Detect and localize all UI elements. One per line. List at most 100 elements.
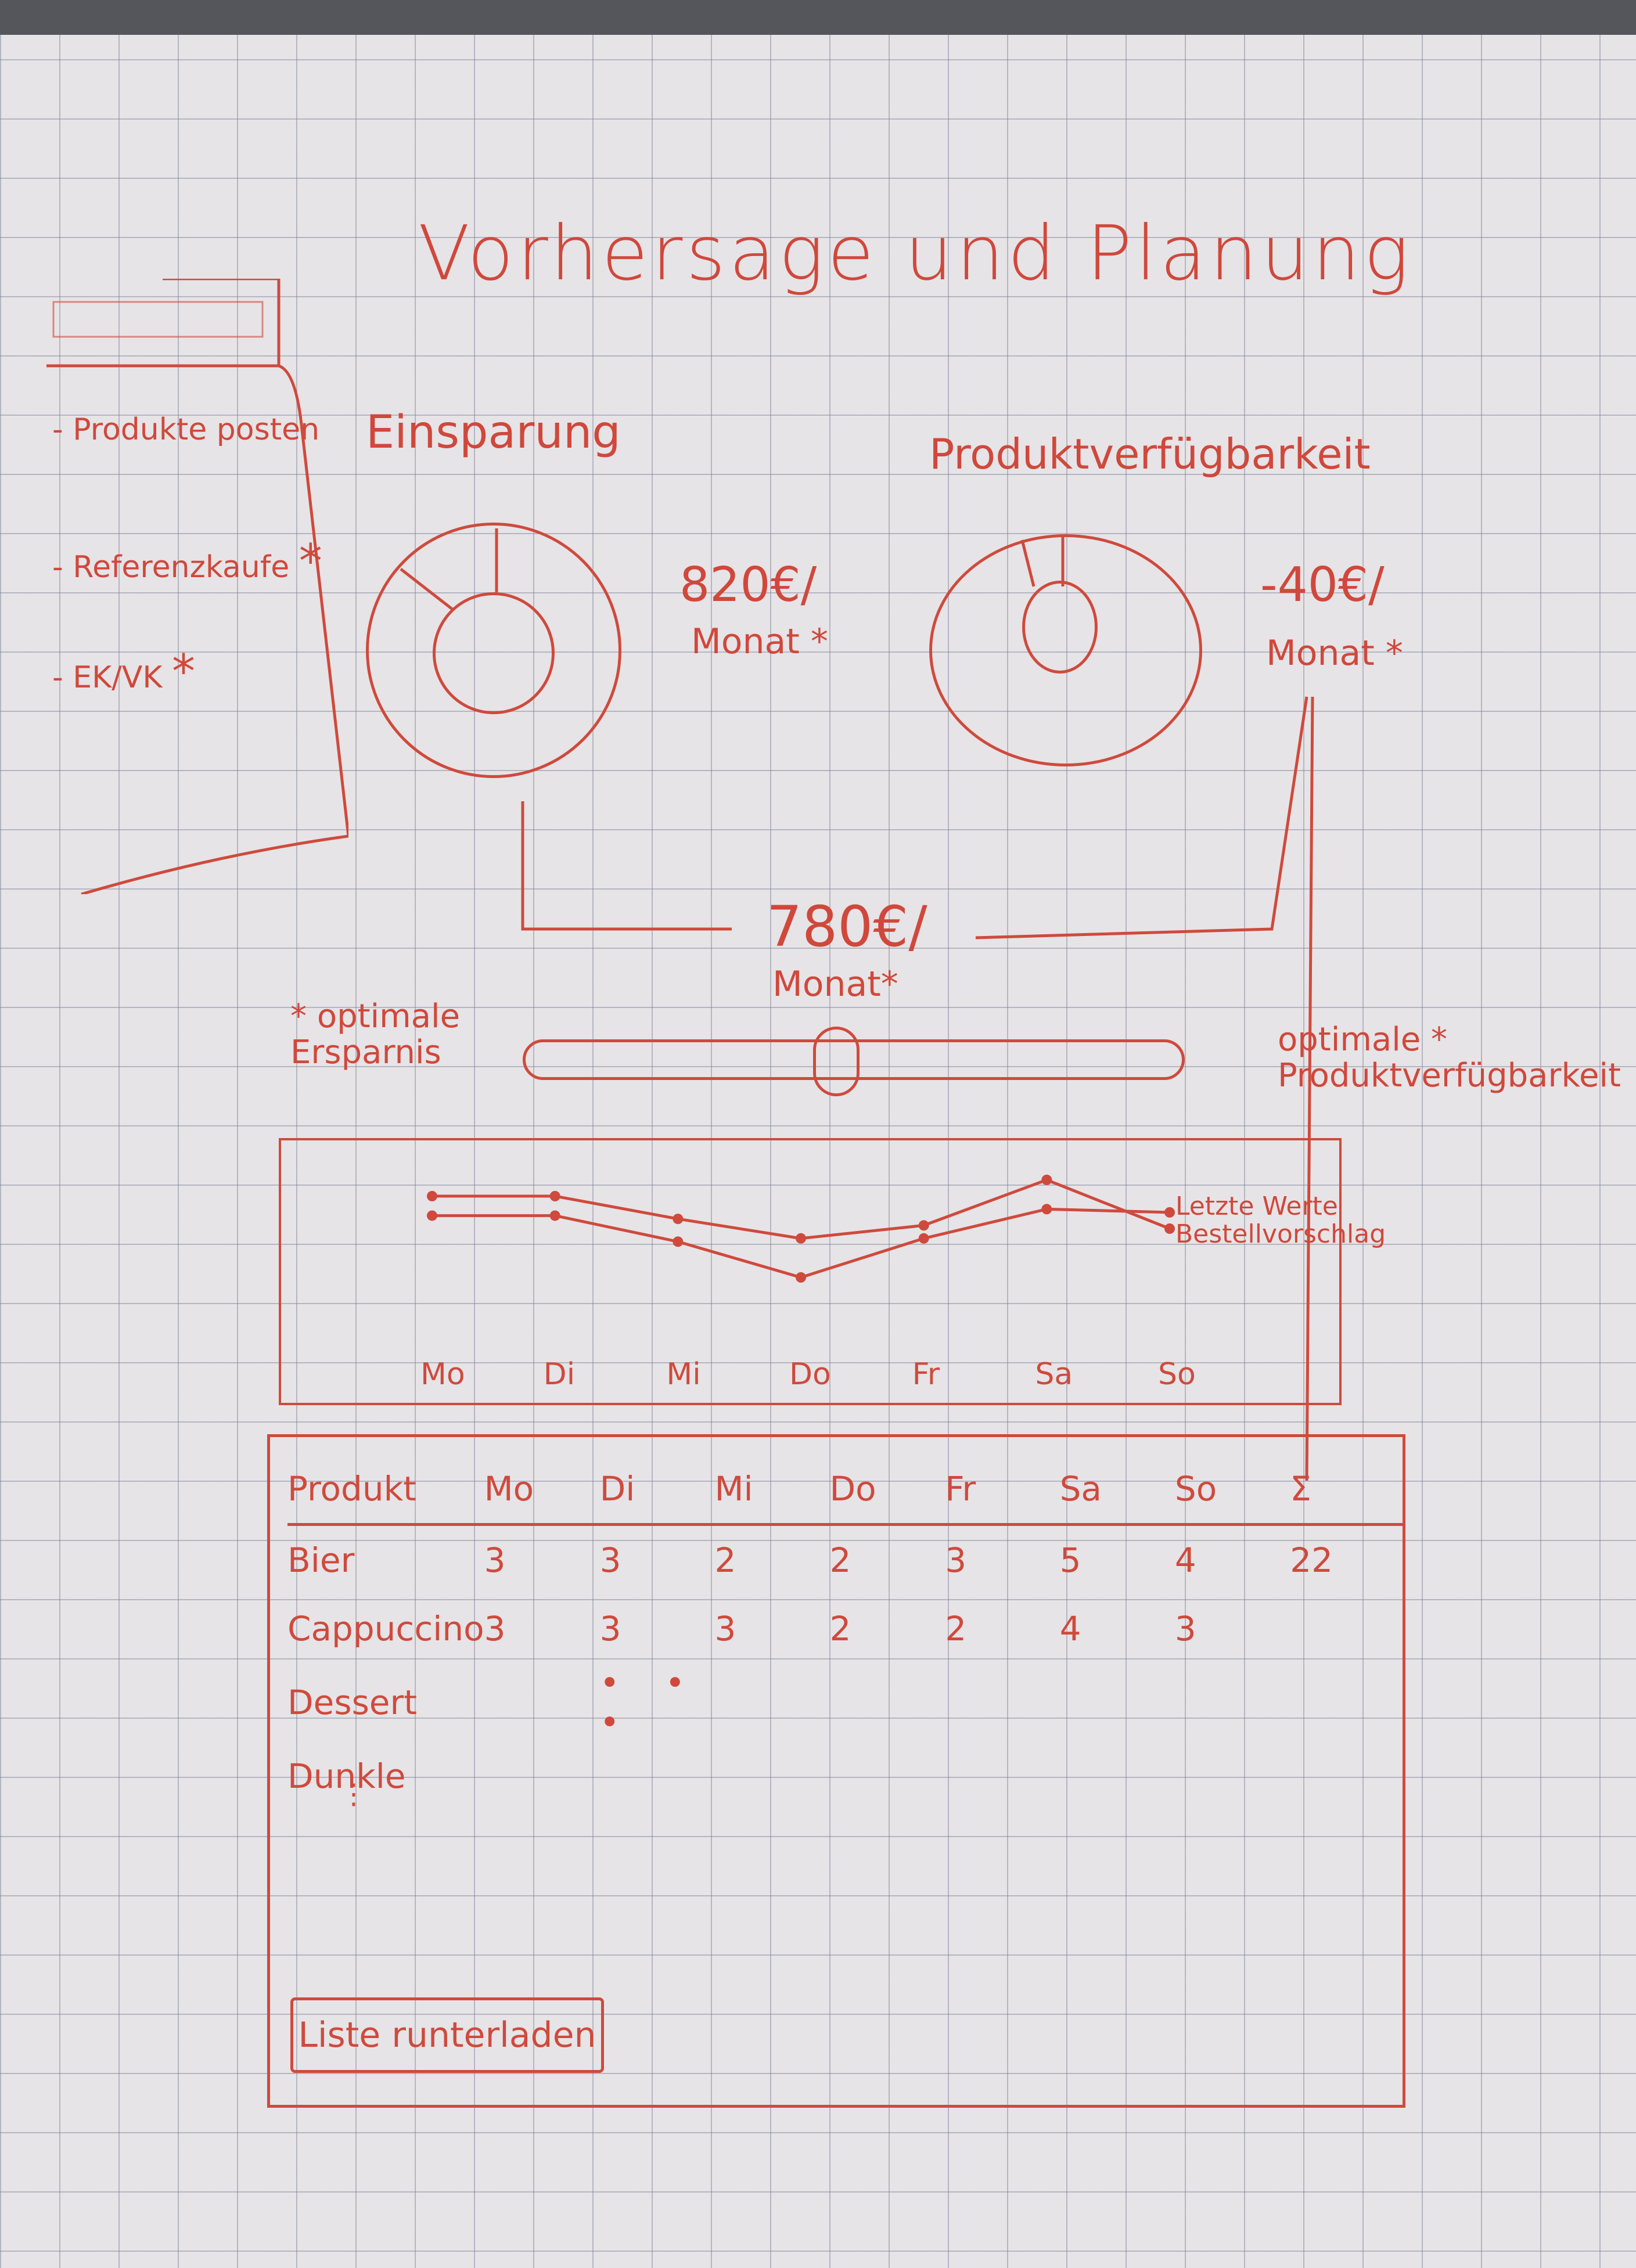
order-grid: Produkt Mo Di Mi Do Fr Sa So Σ Bier 3 3 … <box>287 1455 1403 1810</box>
asterisk-icon: * <box>171 645 195 699</box>
cell-value <box>1175 1742 1290 1810</box>
data-point <box>1041 1204 1052 1215</box>
header-so: So <box>1174 1455 1290 1526</box>
more-rows-indicator: ⋮ <box>340 1778 368 1810</box>
cell-value: 2 <box>829 1540 851 1580</box>
cell-value <box>484 1742 600 1810</box>
cell-value: 4 <box>1059 1609 1081 1648</box>
header-mi: Mi <box>714 1455 830 1526</box>
page-title: Vorhersage und Planung <box>418 209 1413 297</box>
top-edge-bar <box>0 0 1636 35</box>
cell-value <box>1060 1742 1175 1810</box>
cell-product: Bier <box>287 1540 355 1580</box>
x-tick-label: So <box>1158 1357 1196 1392</box>
cell-value: 3 <box>484 1609 506 1648</box>
header-sum: Σ <box>1290 1455 1403 1526</box>
cell-product: Dessert <box>287 1683 418 1722</box>
availability-gauge-title: Produktverfügbarkeit <box>929 430 1371 478</box>
cell-sum <box>1290 1594 1403 1663</box>
chart-legend: Letzte Werte Bestellvorschlag <box>1175 1193 1386 1248</box>
combined-unit: Monat* <box>772 964 898 1005</box>
x-tick-label: Mo <box>420 1357 465 1392</box>
legend-item-letzte-werte: Letzte Werte <box>1175 1191 1338 1221</box>
cell-value <box>715 1742 830 1810</box>
cell-value <box>715 1663 830 1742</box>
sidebar-item-referenzkaufe[interactable]: - Referenzkaufe * <box>52 534 322 588</box>
cell-value: 3 <box>484 1540 506 1580</box>
cell-value <box>1175 1663 1290 1742</box>
cell-sum <box>1290 1742 1403 1810</box>
cell-value: 2 <box>714 1540 736 1580</box>
header-fr: Fr <box>945 1455 1060 1526</box>
data-point <box>796 1272 806 1283</box>
data-point <box>427 1210 437 1221</box>
savings-unit: Monat * <box>691 621 828 662</box>
cell-sum: 22 <box>1290 1540 1333 1580</box>
table-row[interactable]: Bier 3 3 2 2 3 5 4 22 <box>287 1525 1403 1595</box>
data-point <box>1164 1207 1175 1218</box>
cell-product: Cappuccino <box>287 1609 484 1648</box>
sidebar: - Produkte posten - Referenzkaufe * - EK… <box>46 279 348 894</box>
cell-value <box>945 1663 1059 1742</box>
availability-value: -40€/ <box>1260 557 1385 613</box>
forecast-chart: Mo Di Mi Do Fr Sa So Letzte Werte Bestellvorsc… <box>279 1138 1386 1405</box>
cell-value: 5 <box>1059 1540 1081 1580</box>
cell-value: 2 <box>945 1609 967 1648</box>
asterisk-icon: * <box>299 534 322 588</box>
cell-value <box>600 1742 715 1810</box>
x-tick-label: Do <box>789 1357 831 1392</box>
data-point <box>549 1210 560 1221</box>
cell-value: 3 <box>945 1540 967 1580</box>
data-point <box>796 1233 806 1244</box>
savings-gauge-inner <box>433 592 555 714</box>
sidebar-item-ek-vk[interactable]: - EK/VK * <box>52 645 195 699</box>
sidebar-item-produkte[interactable]: - Produkte posten <box>52 412 320 447</box>
combined-value: 780€/ <box>767 894 927 959</box>
chart-plot: Mo Di Mi Do Fr Sa So <box>420 1175 1196 1392</box>
x-tick-label: Mi <box>666 1357 700 1392</box>
sidebar-outline <box>46 279 348 894</box>
data-point <box>1164 1223 1175 1234</box>
availability-unit: Monat * <box>1266 633 1403 674</box>
cell-product: Dunkle <box>287 1756 406 1796</box>
savings-value: 820€/ <box>679 557 817 613</box>
cell-value <box>484 1663 600 1742</box>
cell-value <box>945 1742 1059 1810</box>
table-row[interactable]: Dunkle <box>287 1742 1403 1810</box>
table-header-row: Produkt Mo Di Mi Do Fr Sa So Σ <box>287 1455 1403 1526</box>
data-point <box>918 1233 929 1244</box>
data-point <box>427 1191 437 1201</box>
slider-handle[interactable] <box>813 1027 860 1096</box>
cell-value <box>1060 1663 1175 1742</box>
data-point <box>673 1236 684 1247</box>
cell-sum <box>1290 1663 1403 1742</box>
table-row[interactable]: Dessert • • • <box>287 1663 1403 1742</box>
savings-gauge-title: Einsparung <box>366 406 621 459</box>
cell-value: 4 <box>1174 1540 1196 1580</box>
cell-value: 3 <box>599 1540 621 1580</box>
header-di: Di <box>599 1455 715 1526</box>
data-point <box>918 1220 929 1231</box>
cell-value: • • • <box>599 1663 703 1742</box>
x-tick-label: Fr <box>912 1357 940 1392</box>
data-point <box>673 1214 684 1225</box>
savings-gauge-needle <box>400 528 498 611</box>
availability-gauge <box>929 534 1202 766</box>
slider-left-label: * optimale Ersparnis <box>290 998 461 1071</box>
availability-gauge-inner <box>1022 581 1098 674</box>
cell-value <box>830 1742 945 1810</box>
cell-value <box>830 1663 945 1742</box>
legend-item-bestellvorschlag: Bestellvorschlag <box>1175 1219 1386 1249</box>
data-point <box>549 1191 560 1201</box>
slider-right-label: optimale * Produktverfügbarkeit <box>1278 1021 1621 1095</box>
cell-value: 3 <box>714 1609 736 1648</box>
download-list-button[interactable]: Liste runterladen <box>290 1997 604 2073</box>
order-table: Produkt Mo Di Mi Do Fr Sa So Σ Bier 3 3 … <box>267 1434 1405 2108</box>
data-point <box>1041 1175 1052 1185</box>
header-produkt: Produkt <box>287 1455 484 1526</box>
header-do: Do <box>829 1455 945 1526</box>
table-row[interactable]: Cappuccino 3 3 3 2 2 4 3 <box>287 1594 1403 1663</box>
x-tick-label: Di <box>544 1357 576 1392</box>
savings-gauge <box>366 523 621 778</box>
